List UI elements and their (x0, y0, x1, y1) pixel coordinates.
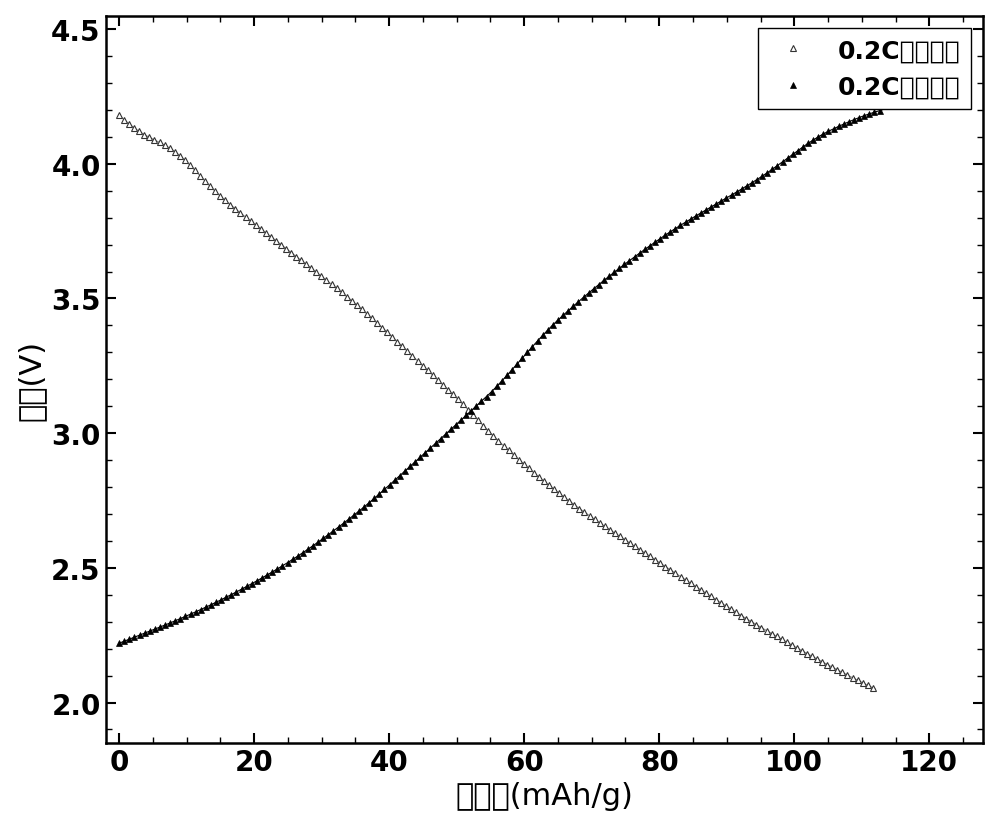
Line: 0.2C放电电压: 0.2C放电电压 (116, 108, 885, 646)
0.2C放电电压 (805, 137, 817, 147)
0.2C充电电压 (869, 684, 881, 694)
0.2C充电电压 (798, 648, 810, 657)
0.2C充电电压 (116, 113, 128, 123)
0.2C充电电压 (576, 506, 588, 516)
0.2C放电电压 (567, 302, 579, 312)
Legend: 0.2C充电电压, 0.2C放电电压: 0.2C充电电压, 0.2C放电电压 (758, 29, 971, 109)
0.2C充电电压 (750, 620, 762, 630)
0.2C放电电压 (116, 638, 128, 648)
0.2C放电电压 (580, 291, 592, 301)
0.2C放电电压 (565, 304, 577, 314)
0.2C充电电压 (563, 496, 575, 506)
Y-axis label: 电压(V): 电压(V) (17, 339, 46, 420)
0.2C充电电压 (561, 495, 573, 504)
0.2C放电电压 (876, 106, 888, 116)
Line: 0.2C充电电压: 0.2C充电电压 (116, 113, 878, 692)
0.2C放电电压 (113, 638, 125, 648)
X-axis label: 比容量(mAh/g): 比容量(mAh/g) (456, 782, 633, 810)
0.2C充电电压 (113, 111, 125, 121)
0.2C放电电压 (756, 172, 768, 182)
